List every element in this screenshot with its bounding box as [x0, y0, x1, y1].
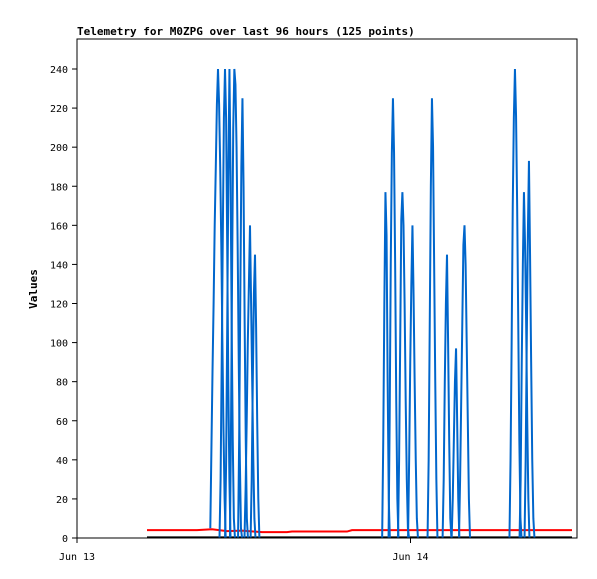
- series-burst-blue: [518, 192, 531, 539]
- x-axis: Jun 13 Jun 14: [59, 538, 429, 563]
- y-tick-label: 60: [56, 417, 68, 428]
- y-axis-label: Values: [27, 269, 40, 309]
- series-burst-blue: [209, 68, 227, 539]
- series-burst-blue: [228, 68, 244, 539]
- series-burst-blue: [243, 225, 257, 539]
- series-burst-blue: [407, 225, 419, 539]
- plot-area: [147, 68, 572, 539]
- series-burst-blue: [397, 192, 410, 539]
- series-burst-blue: [458, 225, 471, 539]
- y-tick-label: 80: [56, 378, 68, 389]
- series-line-red: [147, 528, 572, 534]
- y-tick-label: 240: [50, 65, 68, 76]
- y-tick-label: 40: [56, 456, 68, 467]
- y-tick-label: 140: [50, 260, 68, 271]
- series-burst-blue: [450, 348, 461, 539]
- y-tick-label: 0: [62, 534, 68, 545]
- series-burst-blue: [523, 160, 536, 539]
- y-tick-label: 120: [50, 300, 68, 311]
- series-burst-blue: [508, 68, 523, 539]
- x-tick-label: Jun 13: [59, 552, 95, 563]
- y-tick-label: 100: [50, 339, 68, 350]
- y-tick-label: 200: [50, 143, 68, 154]
- y-tick-label: 20: [56, 495, 68, 506]
- chart-title: Telemetry for M0ZPG over last 96 hours (…: [77, 25, 415, 38]
- y-tick-label: 220: [50, 104, 68, 115]
- series-burst-blue: [441, 254, 453, 539]
- x-tick-label: Jun 14: [392, 552, 428, 563]
- series-burst-blue: [426, 98, 439, 539]
- series-burst-blue: [224, 68, 236, 539]
- series-burst-blue: [249, 254, 261, 539]
- plot-frame: [76, 38, 578, 539]
- series-burst-blue: [218, 68, 232, 539]
- y-tick-label: 160: [50, 221, 68, 232]
- y-axis: 0 20 40 60 80 100 120 140 160 180 200 220 240: [50, 65, 77, 545]
- series-burst-blue: [387, 98, 400, 539]
- y-tick-label: 180: [50, 182, 68, 193]
